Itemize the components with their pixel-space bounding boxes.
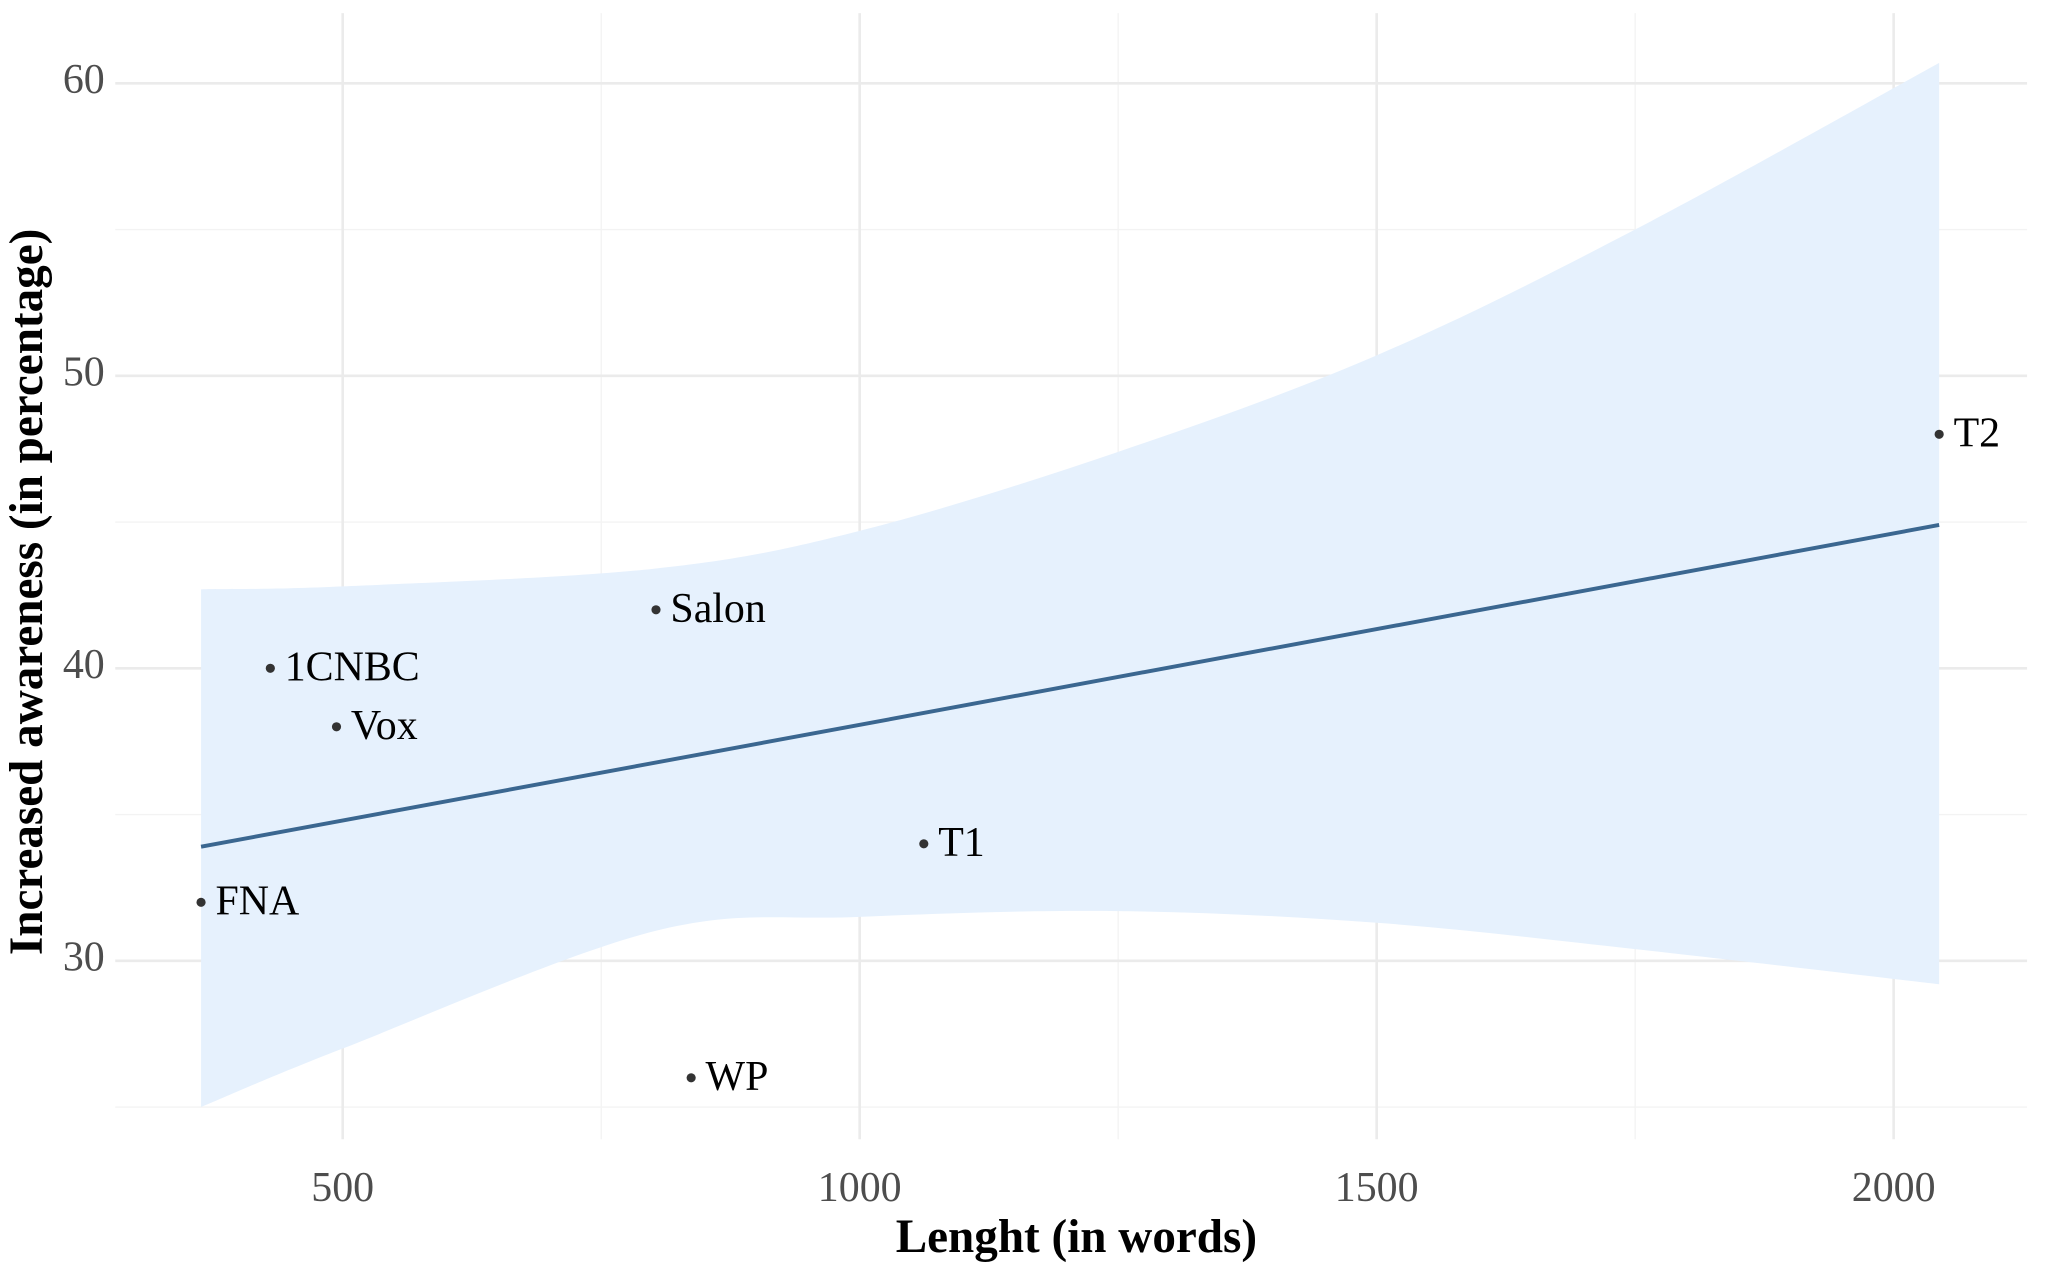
point-label: T1 xyxy=(938,820,985,866)
point xyxy=(265,663,275,673)
x-tick-label: 2000 xyxy=(1852,1165,1936,1211)
point xyxy=(651,605,661,615)
point xyxy=(1934,429,1944,439)
x-axis-title: Lenght (in words) xyxy=(896,1211,1257,1263)
y-tick-label: 40 xyxy=(63,642,105,688)
confidence-band xyxy=(201,62,1940,1108)
point-label: T2 xyxy=(1954,411,2001,457)
x-tick-label: 500 xyxy=(311,1165,374,1211)
x-tick-label: 1000 xyxy=(818,1165,902,1211)
y-axis-title: Increased awareness (in percentage) xyxy=(1,229,53,955)
y-tick-label: 30 xyxy=(63,934,105,980)
point-label: Salon xyxy=(670,586,765,632)
point-label: FNA xyxy=(215,879,299,925)
point xyxy=(686,1073,696,1083)
point xyxy=(196,897,206,907)
point xyxy=(919,839,929,849)
point-label: Vox xyxy=(351,703,418,749)
point xyxy=(331,722,342,732)
y-tick-label: 50 xyxy=(63,349,105,395)
x-tick-label: 1500 xyxy=(1335,1165,1419,1211)
y-tick-label: 60 xyxy=(63,57,105,103)
point-label: WP xyxy=(706,1054,769,1100)
fit-line xyxy=(200,523,1940,849)
point-label: 1CNBC xyxy=(285,645,420,691)
